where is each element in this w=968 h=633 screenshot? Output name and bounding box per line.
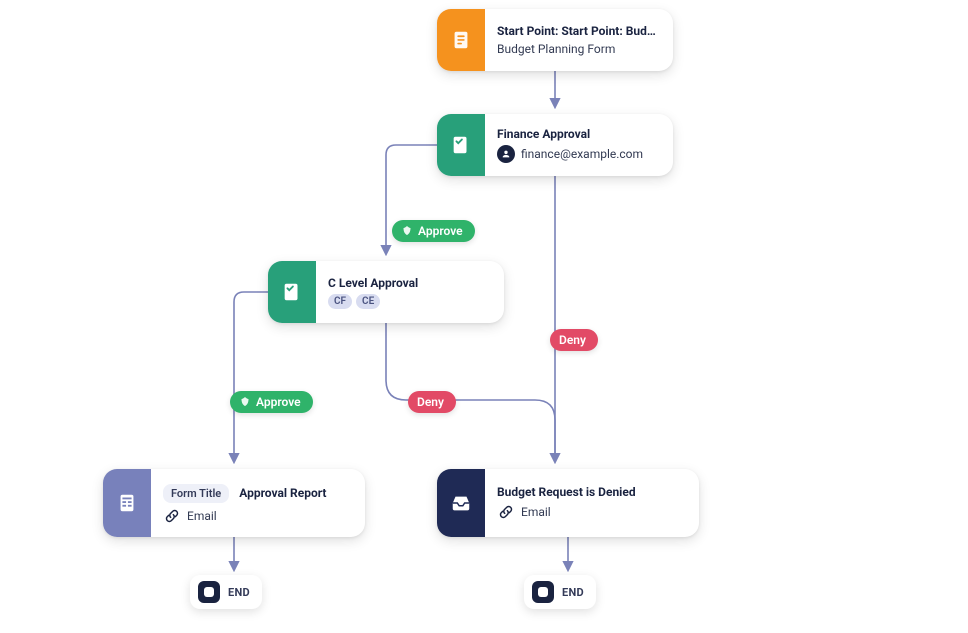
edge-label-deny: Deny — [550, 329, 598, 351]
link-icon — [163, 507, 181, 525]
node-title-row: Form Title Approval Report — [163, 482, 351, 503]
delivery-row: Email — [497, 503, 685, 521]
node-title: C Level Approval — [328, 276, 490, 290]
delivery-label: Email — [521, 505, 551, 519]
edge-label-deny: Deny — [408, 391, 456, 413]
inbox-icon — [437, 469, 485, 537]
assignee: finance@example.com — [497, 145, 659, 163]
node-start[interactable]: Start Point: Start Point: Budg... Budget… — [437, 9, 673, 71]
assignee-chip: CF — [328, 294, 352, 309]
assignee-chips: CF CE — [328, 294, 490, 309]
link-icon — [497, 503, 515, 521]
node-title: Finance Approval — [497, 127, 659, 141]
node-c-level-approval[interactable]: C Level Approval CF CE — [268, 261, 504, 323]
assignee-chip: CE — [356, 294, 380, 309]
approval-icon — [437, 114, 485, 176]
pill-text: Approve — [418, 224, 463, 238]
node-budget-denied[interactable]: Budget Request is Denied Email — [437, 469, 699, 537]
node-subtitle: Budget Planning Form — [497, 42, 659, 56]
edge-label-approve: Approve — [230, 391, 313, 413]
end-node[interactable]: END — [190, 575, 262, 609]
pill-text: Approve — [256, 395, 301, 409]
node-finance-approval[interactable]: Finance Approval finance@example.com — [437, 114, 673, 176]
workflow-canvas: Start Point: Start Point: Budg... Budget… — [0, 0, 968, 633]
node-title: Budget Request is Denied — [497, 485, 685, 499]
delivery-label: Email — [187, 509, 217, 523]
stop-icon — [198, 581, 220, 603]
delivery-row: Email — [163, 507, 351, 525]
document-icon — [437, 9, 485, 71]
form-title-tag: Form Title — [163, 484, 229, 503]
pill-text: Deny — [417, 395, 444, 409]
edge-label-approve: Approve — [392, 220, 475, 242]
assignee-email: finance@example.com — [521, 147, 643, 161]
pill-text: Deny — [559, 333, 586, 347]
node-approval-report[interactable]: Form Title Approval Report Email — [103, 469, 365, 537]
node-title: Start Point: Start Point: Budg... — [497, 24, 659, 38]
person-icon — [497, 145, 515, 163]
end-node[interactable]: END — [524, 575, 596, 609]
sheet-icon — [103, 469, 151, 537]
end-label: END — [562, 586, 584, 599]
node-title: Approval Report — [239, 486, 326, 500]
stop-icon — [532, 581, 554, 603]
end-label: END — [228, 586, 250, 599]
approval-icon — [268, 261, 316, 323]
